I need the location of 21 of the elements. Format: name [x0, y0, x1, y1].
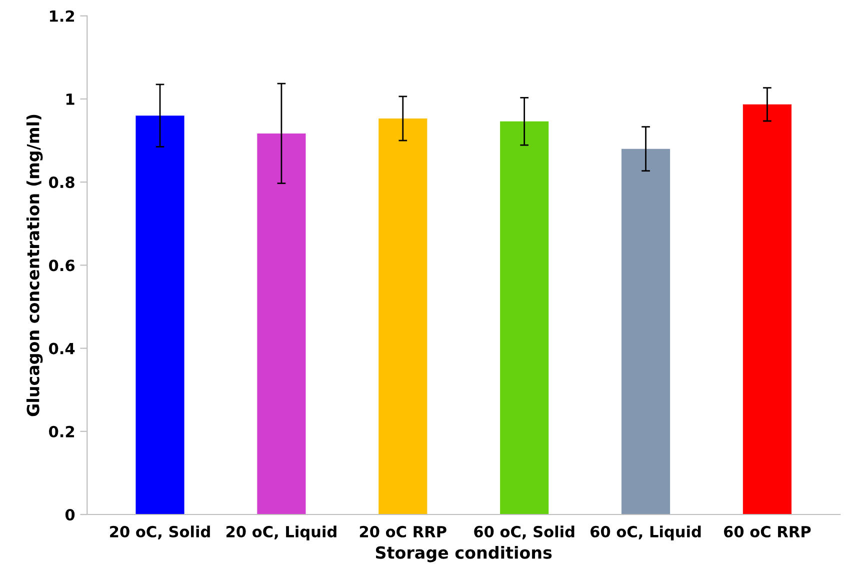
x-axis-title: Storage conditions [376, 546, 552, 562]
y-tick-label: 0 [65, 508, 75, 521]
x-tick-label: 20 oC, Solid [110, 526, 210, 540]
y-tick-label: 1 [66, 94, 74, 105]
x-tick-label: 20 oC RRP [360, 526, 446, 538]
x-tick-label: 60 oC, Liquid [590, 526, 701, 540]
x-tick-label: 20 oC, Liquid [226, 526, 336, 540]
x-tick-label: 60 oC RRP [724, 526, 811, 538]
y-tick-label: 0.2 [49, 426, 74, 438]
bar [621, 148, 670, 514]
bar [742, 104, 792, 514]
y-tick-label: 0.4 [49, 342, 75, 354]
bar [257, 133, 306, 514]
x-tick-label: 60 oC, Solid [474, 526, 574, 540]
y-tick-label: 0.6 [49, 260, 75, 272]
bar [136, 116, 184, 514]
y-tick-label: 0.8 [49, 176, 74, 188]
y-tick-label: 1.2 [50, 10, 74, 22]
y-axis-title: Glucagon concentration (mg/ml) [26, 114, 43, 416]
bar [500, 121, 549, 514]
bar [378, 118, 428, 514]
